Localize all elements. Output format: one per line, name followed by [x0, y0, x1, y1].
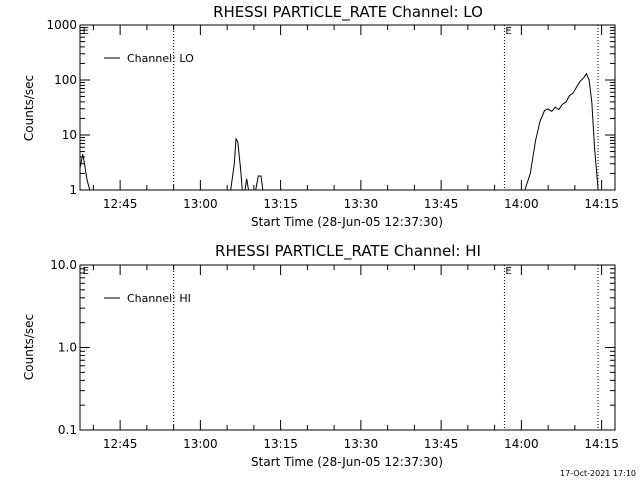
hi-x-tick-label: 12:45 [103, 437, 138, 451]
hi-x-tick-label: 13:00 [183, 437, 218, 451]
hi-plot-frame [79, 264, 616, 431]
lo-series-line [79, 72, 599, 191]
hi-y-tick-label: 0.1 [58, 423, 77, 437]
lo-x-tick-label: 14:00 [504, 197, 539, 211]
hi-y-tick-label: 10.0 [50, 258, 77, 272]
lo-x-tick-label: 13:45 [424, 197, 459, 211]
lo-plot-frame [79, 24, 616, 191]
hi-y-axis-label: Counts/sec [22, 314, 36, 380]
lo-chart-title: RHESSI PARTICLE_RATE Channel: LO [213, 3, 483, 22]
hi-event-marker: E [83, 266, 89, 277]
hi-x-tick-label: 14:15 [584, 437, 619, 451]
lo-x-tick-label: 13:30 [344, 197, 379, 211]
lo-y-tick-label: 100 [54, 73, 77, 87]
lo-event-marker: E [505, 26, 511, 37]
lo-y-tick-label: 1 [69, 183, 77, 197]
lo-x-tick-label: 12:45 [103, 197, 138, 211]
hi-legend-label: Channel: HI [127, 292, 191, 305]
hi-x-tick-label: 13:30 [344, 437, 379, 451]
lo-x-axis-label: Start Time (28-Jun-05 12:37:30) [251, 215, 443, 229]
lo-x-tick-label: 14:15 [584, 197, 619, 211]
lo-event-marker: E [83, 26, 89, 37]
lo-channel-panel: RHESSI PARTICLE_RATE Channel: LO Counts/… [22, 3, 619, 229]
lo-x-tick-label: 13:00 [183, 197, 218, 211]
hi-channel-panel: RHESSI PARTICLE_RATE Channel: HI Counts/… [22, 242, 619, 469]
lo-y-tick-label: 1000 [46, 18, 77, 32]
hi-x-axis-label: Start Time (28-Jun-05 12:37:30) [251, 455, 443, 469]
lo-y-tick-label: 10 [62, 128, 77, 142]
hi-x-tick-label: 13:45 [424, 437, 459, 451]
generation-timestamp: 17-Oct-2021 17:10 [560, 469, 636, 478]
hi-event-marker: E [505, 266, 511, 277]
lo-legend-label: Channel: LO [127, 52, 194, 65]
hi-x-tick-label: 13:15 [263, 437, 298, 451]
lo-x-tick-label: 13:15 [263, 197, 298, 211]
lo-y-axis-label: Counts/sec [22, 75, 36, 141]
hi-x-tick-label: 14:00 [504, 437, 539, 451]
hi-y-tick-label: 1.0 [58, 341, 77, 355]
hi-chart-title: RHESSI PARTICLE_RATE Channel: HI [215, 242, 481, 261]
